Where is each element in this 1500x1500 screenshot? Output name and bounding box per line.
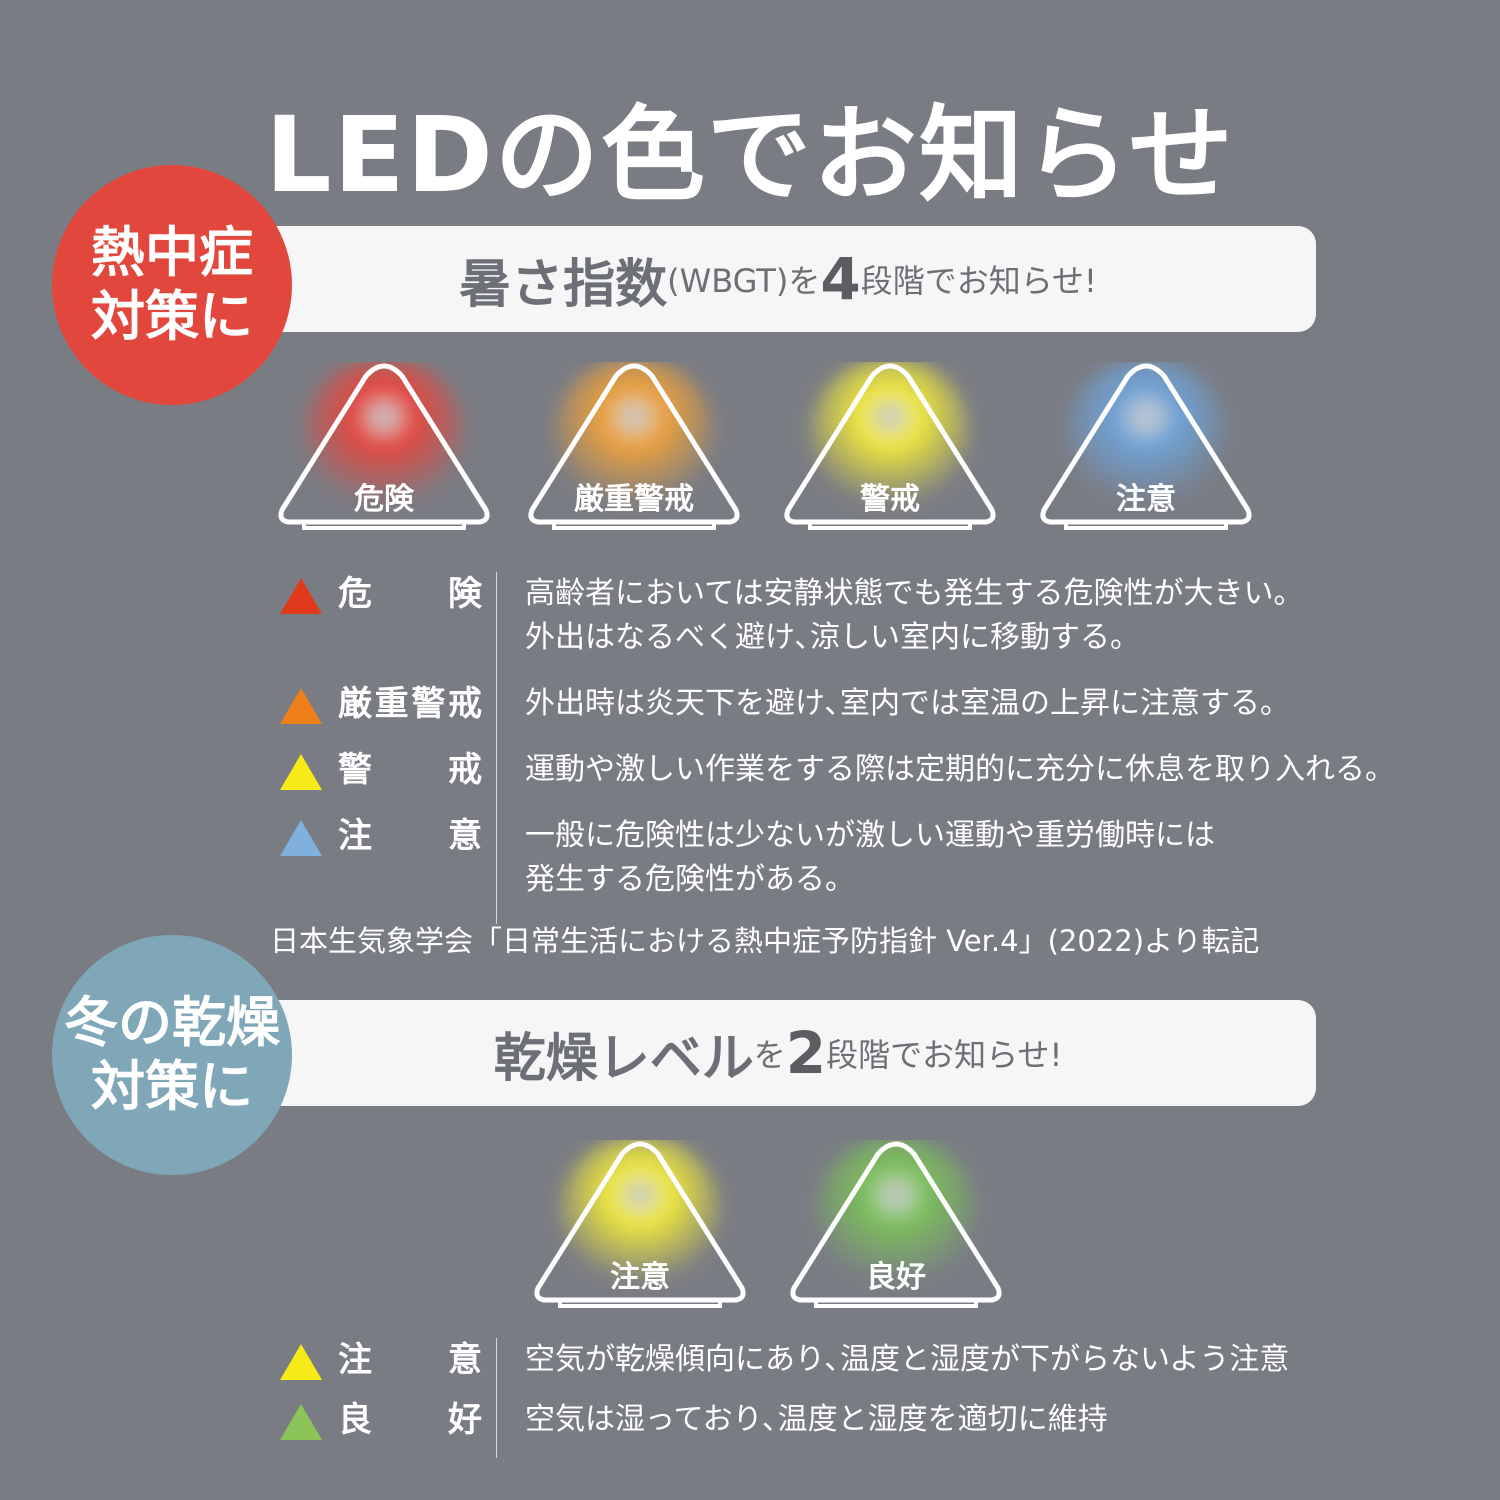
led-light-heat: 注意 bbox=[1036, 362, 1256, 532]
description-line: 空気が乾燥傾向にあり､温度と湿度が下がらないよう注意 bbox=[525, 1342, 1290, 1377]
heat-badge: 熱中症 対策に bbox=[52, 165, 292, 405]
triangle-marker-icon bbox=[280, 820, 322, 856]
led-triangle-icon bbox=[784, 362, 996, 530]
led-label: 注意 bbox=[1116, 482, 1176, 517]
led-triangle-icon bbox=[534, 1140, 746, 1308]
triangle-marker-icon bbox=[280, 688, 322, 724]
led-triangle-icon bbox=[790, 1140, 1002, 1308]
triangle-marker-icon bbox=[280, 754, 322, 790]
level-name: 注意 bbox=[338, 1340, 482, 1380]
dry-banner: 乾燥レベルを 2 段階でお知らせ! bbox=[240, 1000, 1316, 1106]
level-name: 良好 bbox=[338, 1400, 482, 1440]
page-title: LEDの色でお知らせ bbox=[265, 94, 1235, 216]
banner-text: (WBGT)を bbox=[667, 262, 821, 300]
led-triangle-icon bbox=[278, 362, 490, 530]
led-light-dry: 良好 bbox=[786, 1140, 1006, 1310]
description-line: 発生する危険性がある。 bbox=[525, 862, 855, 897]
level-name: 厳重警戒 bbox=[338, 684, 482, 724]
triangle-marker-icon bbox=[280, 578, 322, 614]
level-label-row: 警戒 bbox=[280, 748, 482, 792]
divider bbox=[496, 572, 497, 924]
level-label-row: 注意 bbox=[280, 814, 482, 902]
led-light-heat: 警戒 bbox=[780, 362, 1000, 532]
heat-banner: 暑さ指数 (WBGT)を 4 段階でお知らせ! bbox=[240, 226, 1316, 332]
description-line: 高齢者においては安静状態でも発生する危険性が大きい。 bbox=[525, 576, 1304, 611]
level-description: 空気が乾燥傾向にあり､温度と湿度が下がらないよう注意 bbox=[525, 1338, 1289, 1382]
level-name: 危険 bbox=[338, 574, 482, 614]
badge-line: 対策に bbox=[91, 285, 253, 348]
banner-heading: 乾燥レベル bbox=[493, 1028, 754, 1089]
description-line: 一般に危険性は少ないが激しい運動や重労働時には bbox=[525, 818, 1215, 853]
led-light-heat: 危険 bbox=[274, 362, 494, 532]
source-note: 日本生気象学会「日常生活における熱中症予防指針 Ver.4」(2022)より転記 bbox=[270, 924, 1260, 958]
led-light-heat: 厳重警戒 bbox=[524, 362, 744, 532]
led-triangle-icon bbox=[528, 362, 740, 530]
dry-badge: 冬の乾燥 対策に bbox=[52, 935, 292, 1175]
led-triangle-icon bbox=[1040, 362, 1252, 530]
level-name: 注意 bbox=[338, 816, 482, 856]
level-description: 運動や激しい作業をする際は定期的に充分に休息を取り入れる。 bbox=[525, 748, 1395, 792]
badge-line: 対策に bbox=[91, 1055, 253, 1118]
level-label-row: 危険 bbox=[280, 572, 482, 660]
badge-line: 冬の乾燥 bbox=[64, 991, 280, 1054]
description-line: 運動や激しい作業をする際は定期的に充分に休息を取り入れる。 bbox=[525, 752, 1395, 787]
divider bbox=[496, 1338, 497, 1458]
led-label: 警戒 bbox=[860, 482, 920, 517]
banner-text: 段階でお知らせ! bbox=[860, 262, 1097, 300]
banner-text: を bbox=[753, 1036, 786, 1074]
level-label-row: 注意 bbox=[280, 1338, 482, 1382]
badge-line: 熱中症 bbox=[91, 221, 253, 284]
banner-number: 4 bbox=[820, 245, 861, 313]
led-label: 厳重警戒 bbox=[574, 482, 694, 517]
description-line: 外出はなるべく避け､涼しい室内に移動する。 bbox=[525, 620, 1140, 655]
description-line: 空気は湿っており､温度と湿度を適切に維持 bbox=[525, 1402, 1108, 1437]
triangle-marker-icon bbox=[280, 1404, 322, 1440]
led-label: 注意 bbox=[610, 1260, 670, 1295]
level-label-row: 厳重警戒 bbox=[280, 682, 482, 726]
banner-heading: 暑さ指数 bbox=[459, 254, 668, 315]
level-name: 警戒 bbox=[338, 750, 482, 790]
level-description: 高齢者においては安静状態でも発生する危険性が大きい。 外出はなるべく避け､涼しい室… bbox=[525, 572, 1395, 660]
level-label-row: 良好 bbox=[280, 1398, 482, 1442]
led-label: 良好 bbox=[866, 1260, 926, 1295]
led-label: 危険 bbox=[354, 482, 414, 517]
level-description: 空気は湿っており､温度と湿度を適切に維持 bbox=[525, 1398, 1289, 1442]
banner-number: 2 bbox=[785, 1019, 827, 1087]
triangle-marker-icon bbox=[280, 1344, 322, 1380]
description-line: 外出時は炎天下を避け､室内では室温の上昇に注意する。 bbox=[525, 686, 1290, 721]
level-description: 一般に危険性は少ないが激しい運動や重労働時には 発生する危険性がある。 bbox=[525, 814, 1395, 902]
level-description: 外出時は炎天下を避け､室内では室温の上昇に注意する。 bbox=[525, 682, 1395, 726]
banner-text: 段階でお知らせ! bbox=[826, 1036, 1063, 1074]
led-light-dry: 注意 bbox=[530, 1140, 750, 1310]
